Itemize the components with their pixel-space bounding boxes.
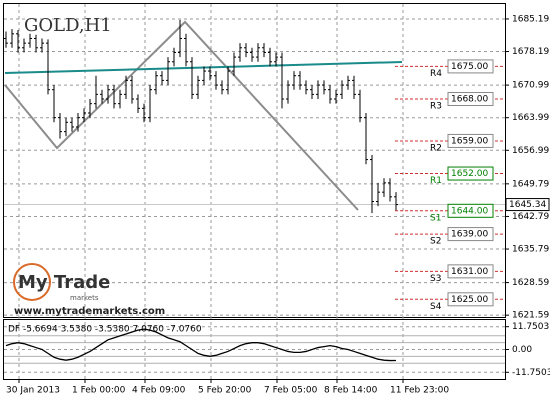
- pivot-name: S4: [430, 302, 442, 312]
- current-price-label: 1645.34: [509, 200, 546, 210]
- x-tick-label: 7 Feb 05:00: [264, 386, 318, 396]
- pivot-box: [447, 92, 494, 107]
- pivot-box: [447, 166, 494, 181]
- logo-sub: markets: [70, 294, 99, 302]
- y-tick-label: 1678.19: [512, 47, 549, 57]
- y-tick-label: 1621.59: [512, 311, 549, 321]
- pivot-name: S2: [430, 237, 441, 247]
- pivot-name: R1: [430, 176, 442, 186]
- indicator-title: DF -5.6694 3.5380 -3.5380 7.0760 -7.0760: [8, 325, 202, 335]
- y-tick-label: 11.7503: [512, 322, 549, 332]
- y-tick-label: 1635.79: [512, 245, 549, 255]
- y-tick-label: 1663.99: [512, 113, 549, 123]
- pivot-name: R2: [430, 143, 442, 153]
- pivot-name: R3: [430, 102, 442, 112]
- x-tick-label: 5 Feb 20:00: [198, 386, 252, 396]
- pivot-box: [447, 227, 494, 242]
- pivot-value: 1659.00: [451, 136, 488, 146]
- pivot-box: [447, 203, 494, 218]
- main-panel-frame: [3, 3, 506, 318]
- pivot-value: 1631.00: [451, 267, 488, 277]
- pivot-name: S3: [430, 274, 441, 284]
- pivot-box: [447, 133, 494, 148]
- y-tick-label: 1670.99: [512, 81, 549, 91]
- pivot-box: [447, 264, 494, 279]
- x-tick-label: 30 Jan 2013: [6, 386, 60, 396]
- pivot-value: 1625.00: [451, 295, 488, 305]
- y-tick-label: 1656.99: [512, 146, 549, 156]
- y-tick-label: -11.7503: [512, 368, 550, 378]
- y-tick-label: 1685.19: [512, 14, 549, 24]
- y-tick-label: 1628.59: [512, 278, 549, 288]
- logo-ring: [13, 263, 51, 301]
- pivot-value: 1644.00: [451, 206, 488, 216]
- y-tick-label: 0.00: [512, 345, 532, 355]
- zigzag: [4, 20, 359, 211]
- pivot-box: [447, 292, 494, 307]
- logo-url: www.mytrademarkets.com: [14, 306, 165, 317]
- pivot-name: S1: [430, 213, 441, 223]
- data-layer: [4, 19, 398, 362]
- grid-layer: [4, 4, 505, 379]
- pivot-box: [447, 59, 494, 74]
- pivot-name: R4: [430, 69, 442, 79]
- logo: My Trade markets www.mytrademarkets.com: [13, 263, 165, 317]
- current-price-box: [505, 198, 550, 212]
- pivot-value: 1668.00: [451, 95, 488, 105]
- x-tick-label: 4 Feb 09:00: [132, 386, 186, 396]
- logo-brand: My Trade: [18, 272, 110, 293]
- pivot-value: 1675.00: [451, 62, 488, 72]
- x-tick-label: 1 Feb 00:00: [72, 386, 126, 396]
- x-tick-label: 11 Feb 23:00: [390, 386, 449, 396]
- chart-title: GOLD,H1: [24, 15, 112, 36]
- indicator-line: [5, 328, 397, 362]
- y-tick-label: 1649.79: [512, 179, 549, 189]
- pivot-value: 1639.00: [451, 230, 488, 240]
- pivot-value: 1652.00: [451, 169, 488, 179]
- x-tick-label: 8 Feb 14:00: [324, 386, 378, 396]
- y-tick-label: 1642.79: [512, 212, 549, 222]
